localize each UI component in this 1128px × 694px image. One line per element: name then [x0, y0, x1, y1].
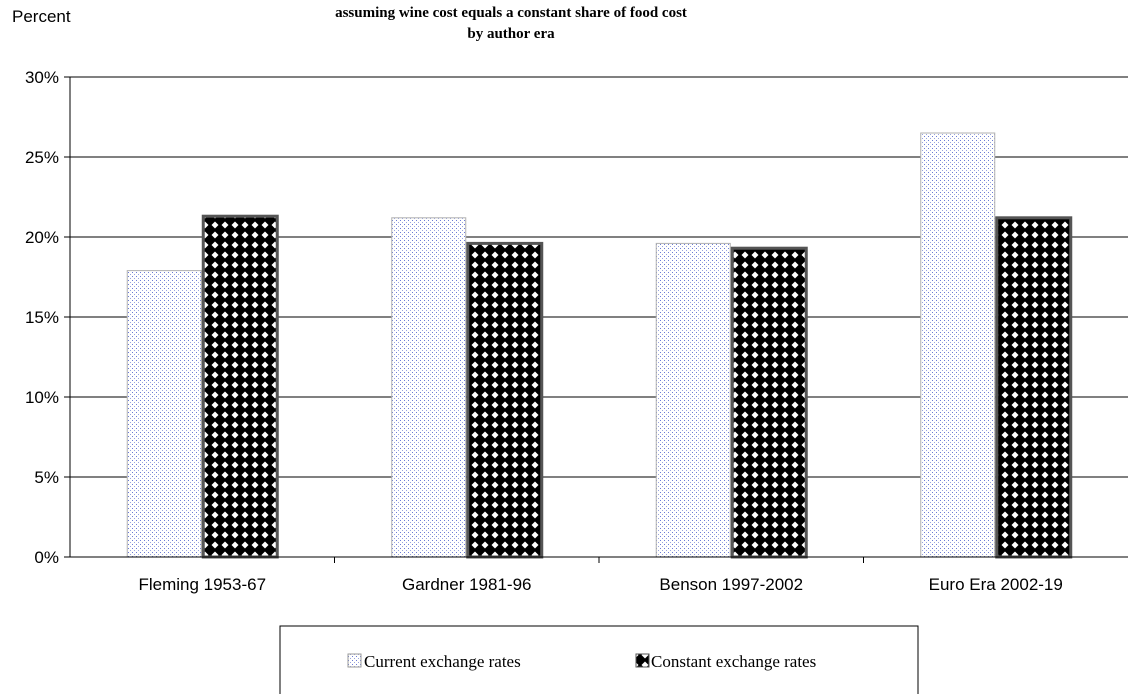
bar-constant	[201, 214, 279, 559]
x-tick-label: Benson 1997-2002	[659, 575, 803, 594]
y-tick-label: 15%	[25, 308, 59, 327]
y-tick-label: 25%	[25, 148, 59, 167]
y-tick-label: 30%	[25, 68, 59, 87]
x-tick-labels: Fleming 1953-67 Gardner 1981-96 Benson 199…	[138, 575, 1062, 594]
chart-title: assuming wine cost equals a constant sha…	[335, 5, 687, 21]
axes	[69, 77, 1128, 563]
legend: Current exchange rates Constant exchange…	[279, 625, 919, 694]
x-tick-label: Gardner 1981-96	[402, 575, 531, 594]
bar-current	[391, 217, 467, 558]
bar-constant	[730, 246, 808, 559]
x-tick-label: Fleming 1953-67	[138, 575, 266, 594]
bar-current	[920, 132, 996, 558]
chart-subtitle: by author era	[467, 26, 555, 42]
y-tick-label: 10%	[25, 388, 59, 407]
bars	[126, 132, 1073, 559]
y-tick-label: 5%	[34, 468, 59, 487]
bar-current	[655, 242, 731, 558]
bar-constant	[466, 241, 544, 559]
legend-swatch-current	[347, 653, 362, 668]
legend-label-current: Current exchange rates	[364, 652, 521, 671]
y-tick-labels: 0% 5% 10% 15% 20% 25% 30%	[25, 68, 59, 567]
x-tick-label: Euro Era 2002-19	[929, 575, 1063, 594]
y-axis-label: Percent	[12, 7, 71, 26]
bar-current	[126, 270, 202, 558]
y-tick-label: 20%	[25, 228, 59, 247]
legend-label-constant: Constant exchange rates	[651, 652, 816, 671]
bar-constant	[995, 216, 1073, 559]
legend-swatch-constant	[635, 653, 650, 668]
y-tick-label: 0%	[34, 548, 59, 567]
legend-box	[279, 625, 919, 694]
